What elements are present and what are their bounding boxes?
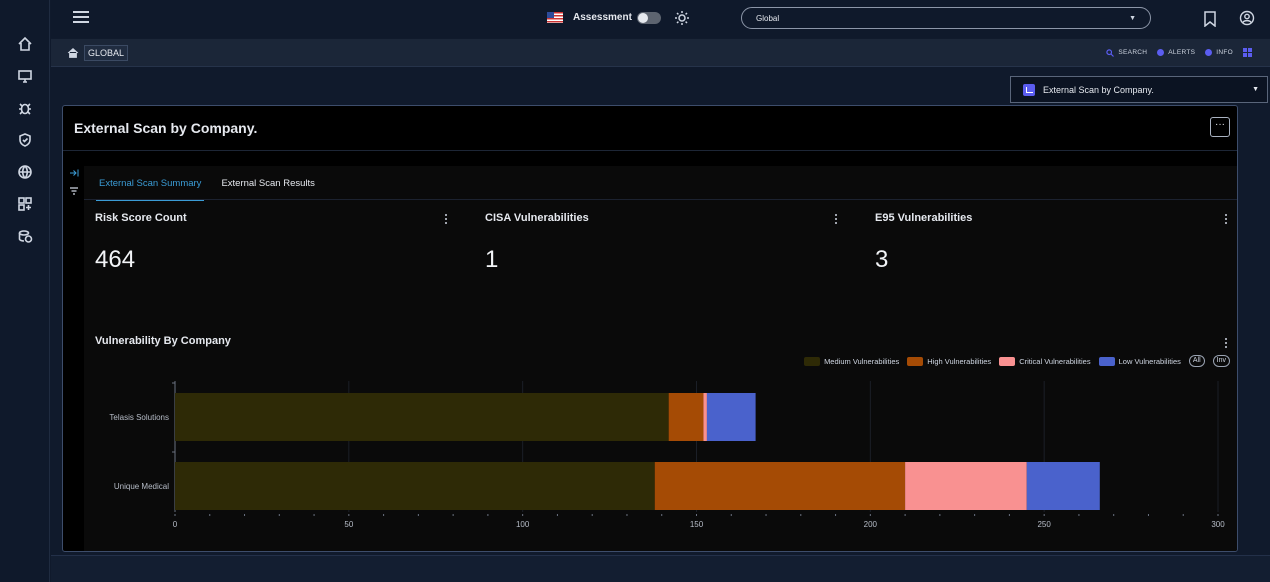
legend-label: Low Vulnerabilities bbox=[1118, 356, 1181, 366]
chart-report-icon bbox=[1023, 83, 1035, 96]
alert-icon bbox=[1157, 49, 1165, 56]
menu-icon[interactable] bbox=[73, 11, 89, 25]
legend-label: Medium Vulnerabilities bbox=[824, 356, 900, 366]
legend-label: High Vulnerabilities bbox=[927, 356, 992, 366]
report-select[interactable]: External Scan by Company. ▼ bbox=[1010, 76, 1268, 103]
bar-medium-0 bbox=[175, 393, 669, 441]
info-link[interactable]: INFO bbox=[1205, 49, 1233, 56]
scope-select-value: Global bbox=[756, 13, 780, 23]
bar-low-0 bbox=[706, 393, 756, 441]
top-bar: Assessment Global ▼ bbox=[51, 0, 1270, 38]
legend-swatch bbox=[1098, 356, 1115, 366]
x-tick-label: 250 bbox=[1037, 520, 1051, 529]
chevron-down-icon: ▼ bbox=[1252, 86, 1259, 93]
sun-icon[interactable] bbox=[674, 10, 690, 26]
chart-title: Vulnerability By Company bbox=[95, 335, 231, 347]
legend-item-low[interactable]: Low Vulnerabilities bbox=[1098, 356, 1181, 366]
apps-grid-icon[interactable] bbox=[1243, 48, 1252, 57]
bar-low-1 bbox=[1026, 462, 1100, 510]
assessment-label: Assessment bbox=[573, 12, 632, 23]
bar-high-0 bbox=[668, 393, 704, 441]
category-label: Telasis Solutions bbox=[109, 413, 169, 422]
report-tabs: External Scan Summary External Scan Resu… bbox=[96, 178, 318, 201]
tab-external-scan-results[interactable]: External Scan Results bbox=[221, 178, 315, 189]
legend-item-high[interactable]: High Vulnerabilities bbox=[907, 356, 992, 366]
report-panel: External Scan by Company. ··· External S… bbox=[62, 105, 1238, 552]
card-title: E95 Vulnerabilities bbox=[875, 212, 973, 224]
report-select-value: External Scan by Company. bbox=[1043, 84, 1154, 95]
card-options-icon[interactable] bbox=[1225, 214, 1228, 226]
bookmark-icon[interactable] bbox=[1203, 11, 1217, 27]
breadcrumb-bar: GLOBAL SEARCH ALERTS INFO bbox=[51, 39, 1270, 67]
x-tick-label: 0 bbox=[173, 520, 178, 529]
card-options-icon[interactable] bbox=[835, 214, 838, 226]
bar-high-1 bbox=[654, 462, 906, 510]
monitor-icon[interactable] bbox=[15, 66, 35, 86]
category-label: Unique Medical bbox=[114, 482, 169, 491]
chart-legend: Medium Vulnerabilities High Vulnerabilit… bbox=[804, 355, 1230, 367]
add-widget-icon[interactable] bbox=[15, 194, 35, 214]
expand-panel-icon[interactable] bbox=[69, 168, 79, 178]
legend-all-button[interactable]: All bbox=[1188, 355, 1205, 367]
alerts-link-label: ALERTS bbox=[1168, 49, 1196, 56]
vulnerability-chart: Telasis Solutions Unique Medical 0 50 100 150… bbox=[109, 381, 1225, 529]
cisa-card: CISA Vulnerabilities 1 bbox=[485, 212, 845, 274]
card-value: 3 bbox=[875, 246, 889, 273]
search-link[interactable]: SEARCH bbox=[1106, 48, 1148, 57]
shield-icon[interactable] bbox=[15, 130, 35, 150]
bug-icon[interactable] bbox=[15, 98, 35, 118]
tabs-divider bbox=[84, 199, 1237, 200]
x-tick-label: 200 bbox=[864, 520, 878, 529]
card-value: 1 bbox=[485, 246, 499, 273]
legend-invert-button[interactable]: Inv bbox=[1212, 355, 1230, 367]
scope-select[interactable]: Global ▼ bbox=[741, 7, 1151, 29]
database-shield-icon[interactable] bbox=[15, 226, 35, 246]
alerts-link[interactable]: ALERTS bbox=[1157, 49, 1195, 56]
bar-critical-1 bbox=[905, 462, 1027, 510]
card-title: Risk Score Count bbox=[95, 212, 187, 224]
breadcrumb-global[interactable]: GLOBAL bbox=[84, 45, 129, 61]
legend-swatch bbox=[804, 356, 821, 366]
chart-options-icon[interactable] bbox=[1225, 338, 1228, 350]
legend-label: Critical Vulnerabilities bbox=[1019, 356, 1091, 366]
divider bbox=[63, 150, 1237, 151]
panel-options-button[interactable]: ··· bbox=[1210, 117, 1230, 137]
panel-title: External Scan by Company. bbox=[74, 120, 258, 136]
card-title: CISA Vulnerabilities bbox=[485, 212, 589, 224]
card-options-icon[interactable] bbox=[445, 214, 448, 226]
tab-external-scan-summary[interactable]: External Scan Summary bbox=[96, 178, 205, 201]
breadcrumb-home-icon[interactable] bbox=[67, 47, 79, 59]
risk-score-card: Risk Score Count 464 bbox=[95, 212, 455, 274]
legend-swatch bbox=[999, 356, 1016, 366]
x-tick-label: 300 bbox=[1211, 520, 1225, 529]
globe-icon[interactable] bbox=[15, 162, 35, 182]
home-icon[interactable] bbox=[15, 34, 35, 54]
us-flag-icon[interactable] bbox=[547, 12, 563, 23]
sidebar bbox=[0, 0, 50, 582]
filter-icon[interactable] bbox=[69, 186, 79, 196]
side-tools bbox=[69, 168, 79, 196]
quick-links: SEARCH ALERTS INFO bbox=[1106, 48, 1252, 57]
legend-item-medium[interactable]: Medium Vulnerabilities bbox=[804, 356, 900, 366]
bar-medium-1 bbox=[175, 462, 655, 510]
legend-swatch bbox=[907, 356, 924, 366]
chevron-down-icon: ▼ bbox=[1129, 14, 1136, 22]
e95-card: E95 Vulnerabilities 3 bbox=[875, 212, 1235, 274]
report-content: External Scan Summary External Scan Resu… bbox=[84, 166, 1237, 551]
assessment-toggle[interactable] bbox=[637, 12, 661, 24]
x-tick-label: 100 bbox=[516, 520, 530, 529]
card-value: 464 bbox=[95, 246, 136, 273]
legend-item-critical[interactable]: Critical Vulnerabilities bbox=[999, 356, 1091, 366]
info-icon bbox=[1205, 49, 1213, 56]
bar-critical-0 bbox=[703, 393, 707, 441]
user-account-icon[interactable] bbox=[1239, 10, 1255, 26]
search-icon bbox=[1106, 48, 1115, 57]
x-tick-label: 150 bbox=[690, 520, 704, 529]
info-link-label: INFO bbox=[1216, 49, 1233, 56]
x-tick-label: 50 bbox=[344, 520, 353, 529]
search-link-label: SEARCH bbox=[1118, 49, 1148, 56]
footer-strip bbox=[51, 555, 1270, 582]
